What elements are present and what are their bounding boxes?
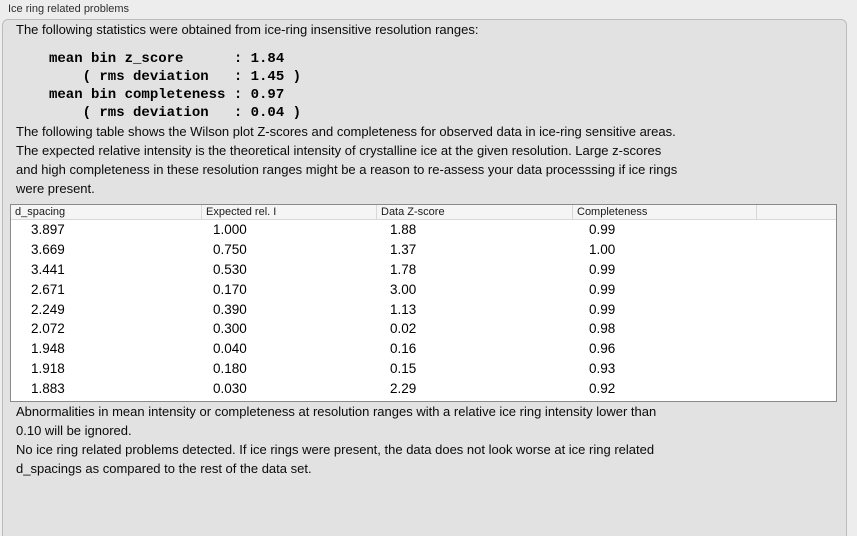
table-row[interactable]: 1.948 0.040 0.16 0.96 [11, 338, 836, 359]
cell-expected-rel-i: 0.180 [213, 360, 247, 376]
cell-d-spacing: 1.948 [31, 341, 65, 357]
cell-data-z-score: 1.88 [390, 222, 417, 238]
cell-completeness: 0.99 [589, 301, 616, 317]
cell-expected-rel-i: 0.040 [213, 341, 247, 357]
cell-d-spacing: 3.441 [31, 261, 65, 277]
col-header-completeness[interactable]: Completeness [573, 205, 757, 219]
table-row[interactable]: 1.883 0.030 2.29 0.92 [11, 378, 836, 399]
cell-data-z-score: 0.02 [390, 321, 417, 337]
cell-d-spacing: 3.669 [31, 242, 65, 258]
ignore-note-text: Abnormalities in mean intensity or compl… [16, 404, 657, 439]
cell-data-z-score: 0.15 [390, 360, 417, 376]
cell-completeness: 0.93 [589, 360, 616, 376]
cell-expected-rel-i: 0.750 [213, 242, 247, 258]
cell-expected-rel-i: 0.170 [213, 281, 247, 297]
table-row[interactable]: 2.671 0.170 3.00 0.99 [11, 279, 836, 300]
cell-data-z-score: 1.78 [390, 261, 417, 277]
cell-data-z-score: 0.16 [390, 341, 417, 357]
col-header-expected-rel-i[interactable]: Expected rel. I [202, 205, 377, 219]
ice-ring-table[interactable]: d_spacing Expected rel. I Data Z-score C… [10, 204, 837, 403]
cell-d-spacing: 2.249 [31, 301, 65, 317]
cell-d-spacing: 1.918 [31, 360, 65, 376]
table-body: 3.897 1.000 1.88 0.99 3.669 0.750 1.37 1… [11, 220, 836, 401]
table-row[interactable]: 3.441 0.530 1.78 0.99 [11, 259, 836, 280]
cell-data-z-score: 1.13 [390, 301, 417, 317]
col-header-empty [757, 205, 836, 219]
table-row[interactable]: 2.072 0.300 0.02 0.98 [11, 318, 836, 339]
cell-data-z-score: 3.00 [390, 281, 417, 297]
cell-d-spacing: 1.883 [31, 380, 65, 396]
table-row[interactable]: 1.918 0.180 0.15 0.93 [11, 358, 836, 379]
conclusion-text: No ice ring related problems detected. I… [16, 442, 655, 477]
cell-d-spacing: 2.671 [31, 281, 65, 297]
table-intro-text: The following table shows the Wilson plo… [16, 124, 678, 196]
table-row[interactable]: 3.897 1.000 1.88 0.99 [11, 220, 836, 240]
cell-completeness: 0.96 [589, 341, 616, 357]
table-row[interactable]: 2.249 0.390 1.13 0.99 [11, 299, 836, 319]
table-header-row: d_spacing Expected rel. I Data Z-score C… [11, 205, 836, 220]
cell-expected-rel-i: 1.000 [213, 222, 247, 238]
cell-expected-rel-i: 0.390 [213, 301, 247, 317]
cell-d-spacing: 3.897 [31, 222, 65, 238]
cell-expected-rel-i: 0.530 [213, 261, 247, 277]
cell-completeness: 0.98 [589, 321, 616, 337]
cell-expected-rel-i: 0.030 [213, 380, 247, 396]
cell-data-z-score: 1.37 [390, 242, 417, 258]
col-header-d-spacing[interactable]: d_spacing [11, 205, 202, 219]
cell-data-z-score: 2.29 [390, 380, 417, 396]
cell-completeness: 1.00 [589, 242, 616, 258]
cell-completeness: 0.99 [589, 261, 616, 277]
group-box-panel: The following statistics were obtained f… [2, 19, 847, 536]
col-header-data-z-score[interactable]: Data Z-score [377, 205, 573, 219]
cell-completeness: 0.99 [589, 222, 616, 238]
cell-completeness: 0.92 [589, 380, 616, 396]
stats-intro-text: The following statistics were obtained f… [16, 22, 479, 37]
table-row[interactable]: 3.669 0.750 1.37 1.00 [11, 239, 836, 260]
stats-block: mean bin z_score : 1.84 ( rms deviation … [49, 51, 302, 121]
cell-expected-rel-i: 0.300 [213, 321, 247, 337]
cell-completeness: 0.99 [589, 281, 616, 297]
group-box-title: Ice ring related problems [8, 3, 130, 15]
cell-d-spacing: 2.072 [31, 321, 65, 337]
